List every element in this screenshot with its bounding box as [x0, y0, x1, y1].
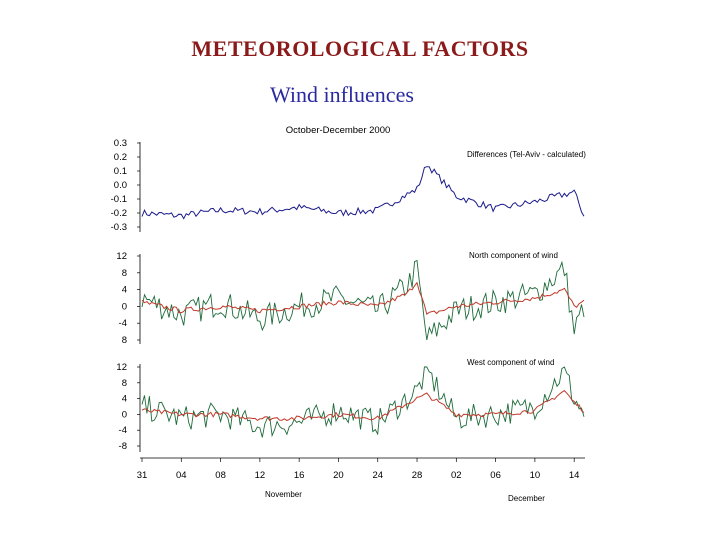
- legend-differences: Differences (Tel-Aviv - calculated): [467, 150, 586, 159]
- x-tick-label: 16: [294, 470, 305, 481]
- y-tick-label: -4: [119, 318, 127, 329]
- y-tick-label: 0: [122, 409, 127, 420]
- x-tick-label: 24: [372, 470, 383, 481]
- generated-chart-marks: 0.3 0.2 0.1 0.0 -0.1 -0.2 -0.3 12 8 4 0 -4 8 12 8 4 0 -4 -…: [111, 138, 585, 481]
- y-tick-label: -0.1: [111, 194, 127, 205]
- x-tick-label: 08: [215, 470, 226, 481]
- slide-title: METEOROLOGICAL FACTORS: [191, 36, 529, 61]
- x-tick-label: 14: [569, 470, 580, 481]
- x-tick-label: 31: [137, 470, 148, 481]
- y-tick-label: 8: [122, 378, 127, 389]
- y-tick-label: -4: [119, 425, 127, 436]
- y-tick-label: -0.3: [111, 222, 127, 233]
- month-label-november: November: [265, 490, 302, 499]
- x-tick-label: 02: [451, 470, 462, 481]
- legend-west-wind: West component of wind: [467, 358, 554, 367]
- x-tick-label: 04: [176, 470, 187, 481]
- y-tick-label: 0.0: [114, 180, 127, 191]
- x-tick-label: 10: [530, 470, 541, 481]
- series-line: [141, 389, 585, 422]
- series-line: [141, 259, 585, 341]
- x-tick-label: 12: [255, 470, 266, 481]
- y-tick-label: 0.3: [114, 138, 127, 149]
- y-tick-label: -8: [119, 441, 127, 452]
- x-tick-label: 20: [333, 470, 344, 481]
- figure-title: October-December 2000: [286, 125, 391, 136]
- slide-subtitle: Wind influences: [270, 82, 414, 107]
- y-tick-label: 12: [116, 251, 127, 262]
- y-tick-label: -0.2: [111, 208, 127, 219]
- y-tick-label: 12: [116, 362, 127, 373]
- month-label-december: December: [508, 494, 545, 503]
- series-line: [141, 281, 585, 316]
- y-tick-label: 8: [122, 268, 127, 279]
- y-tick-label: 4: [122, 394, 127, 405]
- y-tick-label: 0.2: [114, 152, 127, 163]
- y-tick-label: 0: [122, 301, 127, 312]
- series-line: [141, 166, 585, 220]
- y-tick-label: 4: [122, 285, 127, 296]
- x-tick-label: 28: [412, 470, 423, 481]
- series-line: [141, 366, 585, 438]
- y-tick-label: 8: [122, 335, 127, 346]
- x-tick-label: 06: [490, 470, 501, 481]
- legend-north-wind: North component of wind: [469, 251, 558, 260]
- y-tick-label: 0.1: [114, 166, 127, 177]
